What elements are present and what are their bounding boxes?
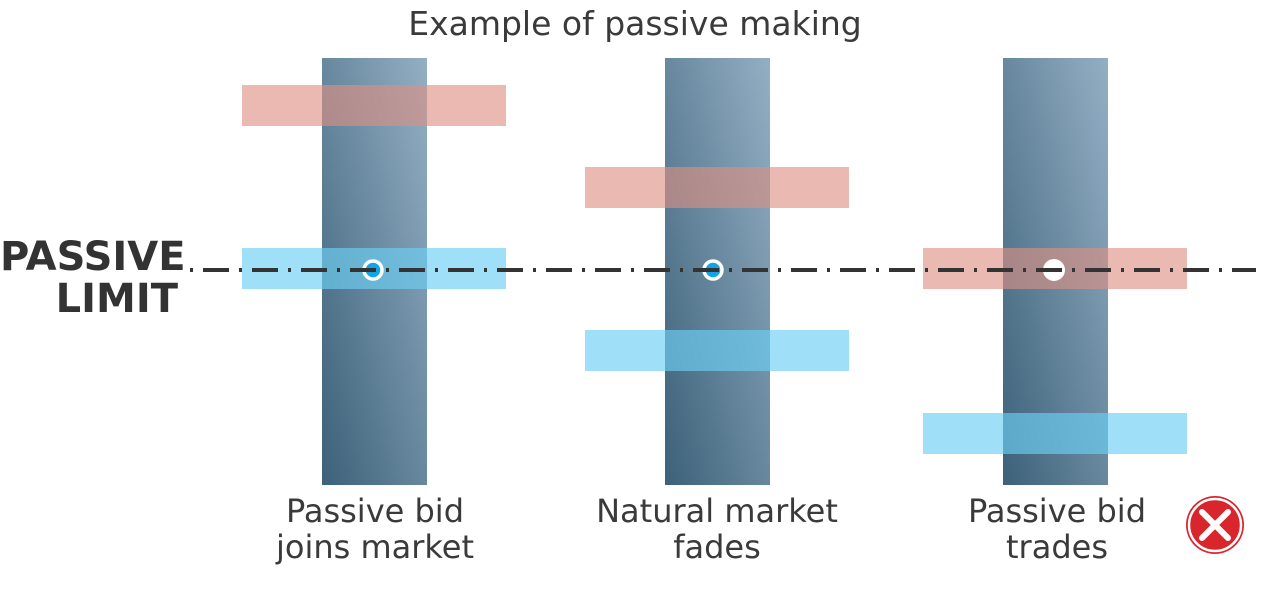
passive-limit-line2: LIMIT	[55, 276, 178, 322]
scenario-3-label-line1: Passive bid	[967, 492, 1146, 530]
scenario-3-label: Passive bid trades	[907, 493, 1207, 565]
ask-band	[242, 85, 506, 126]
scenario-1-label-line2: joins market	[275, 528, 475, 566]
scenario-2-label-line2: fades	[673, 528, 761, 566]
scenario-2-label-line1: Natural market	[596, 492, 838, 530]
close-x-icon	[1186, 496, 1244, 554]
scenario-1-label-line1: Passive bid	[285, 492, 464, 530]
scenario-1-label: Passive bid joins market	[225, 493, 525, 565]
scenario-2-label: Natural market fades	[567, 493, 867, 565]
ask-band	[585, 167, 849, 208]
scenario-3-label-line2: trades	[1006, 528, 1108, 566]
diagram-title: Example of passive making	[408, 4, 862, 43]
passive-limit-label: PASSIVE LIMIT	[0, 234, 186, 322]
bid-band	[585, 330, 849, 371]
bid-band	[923, 413, 1187, 454]
passive-limit-line1: PASSIVE	[0, 234, 186, 280]
